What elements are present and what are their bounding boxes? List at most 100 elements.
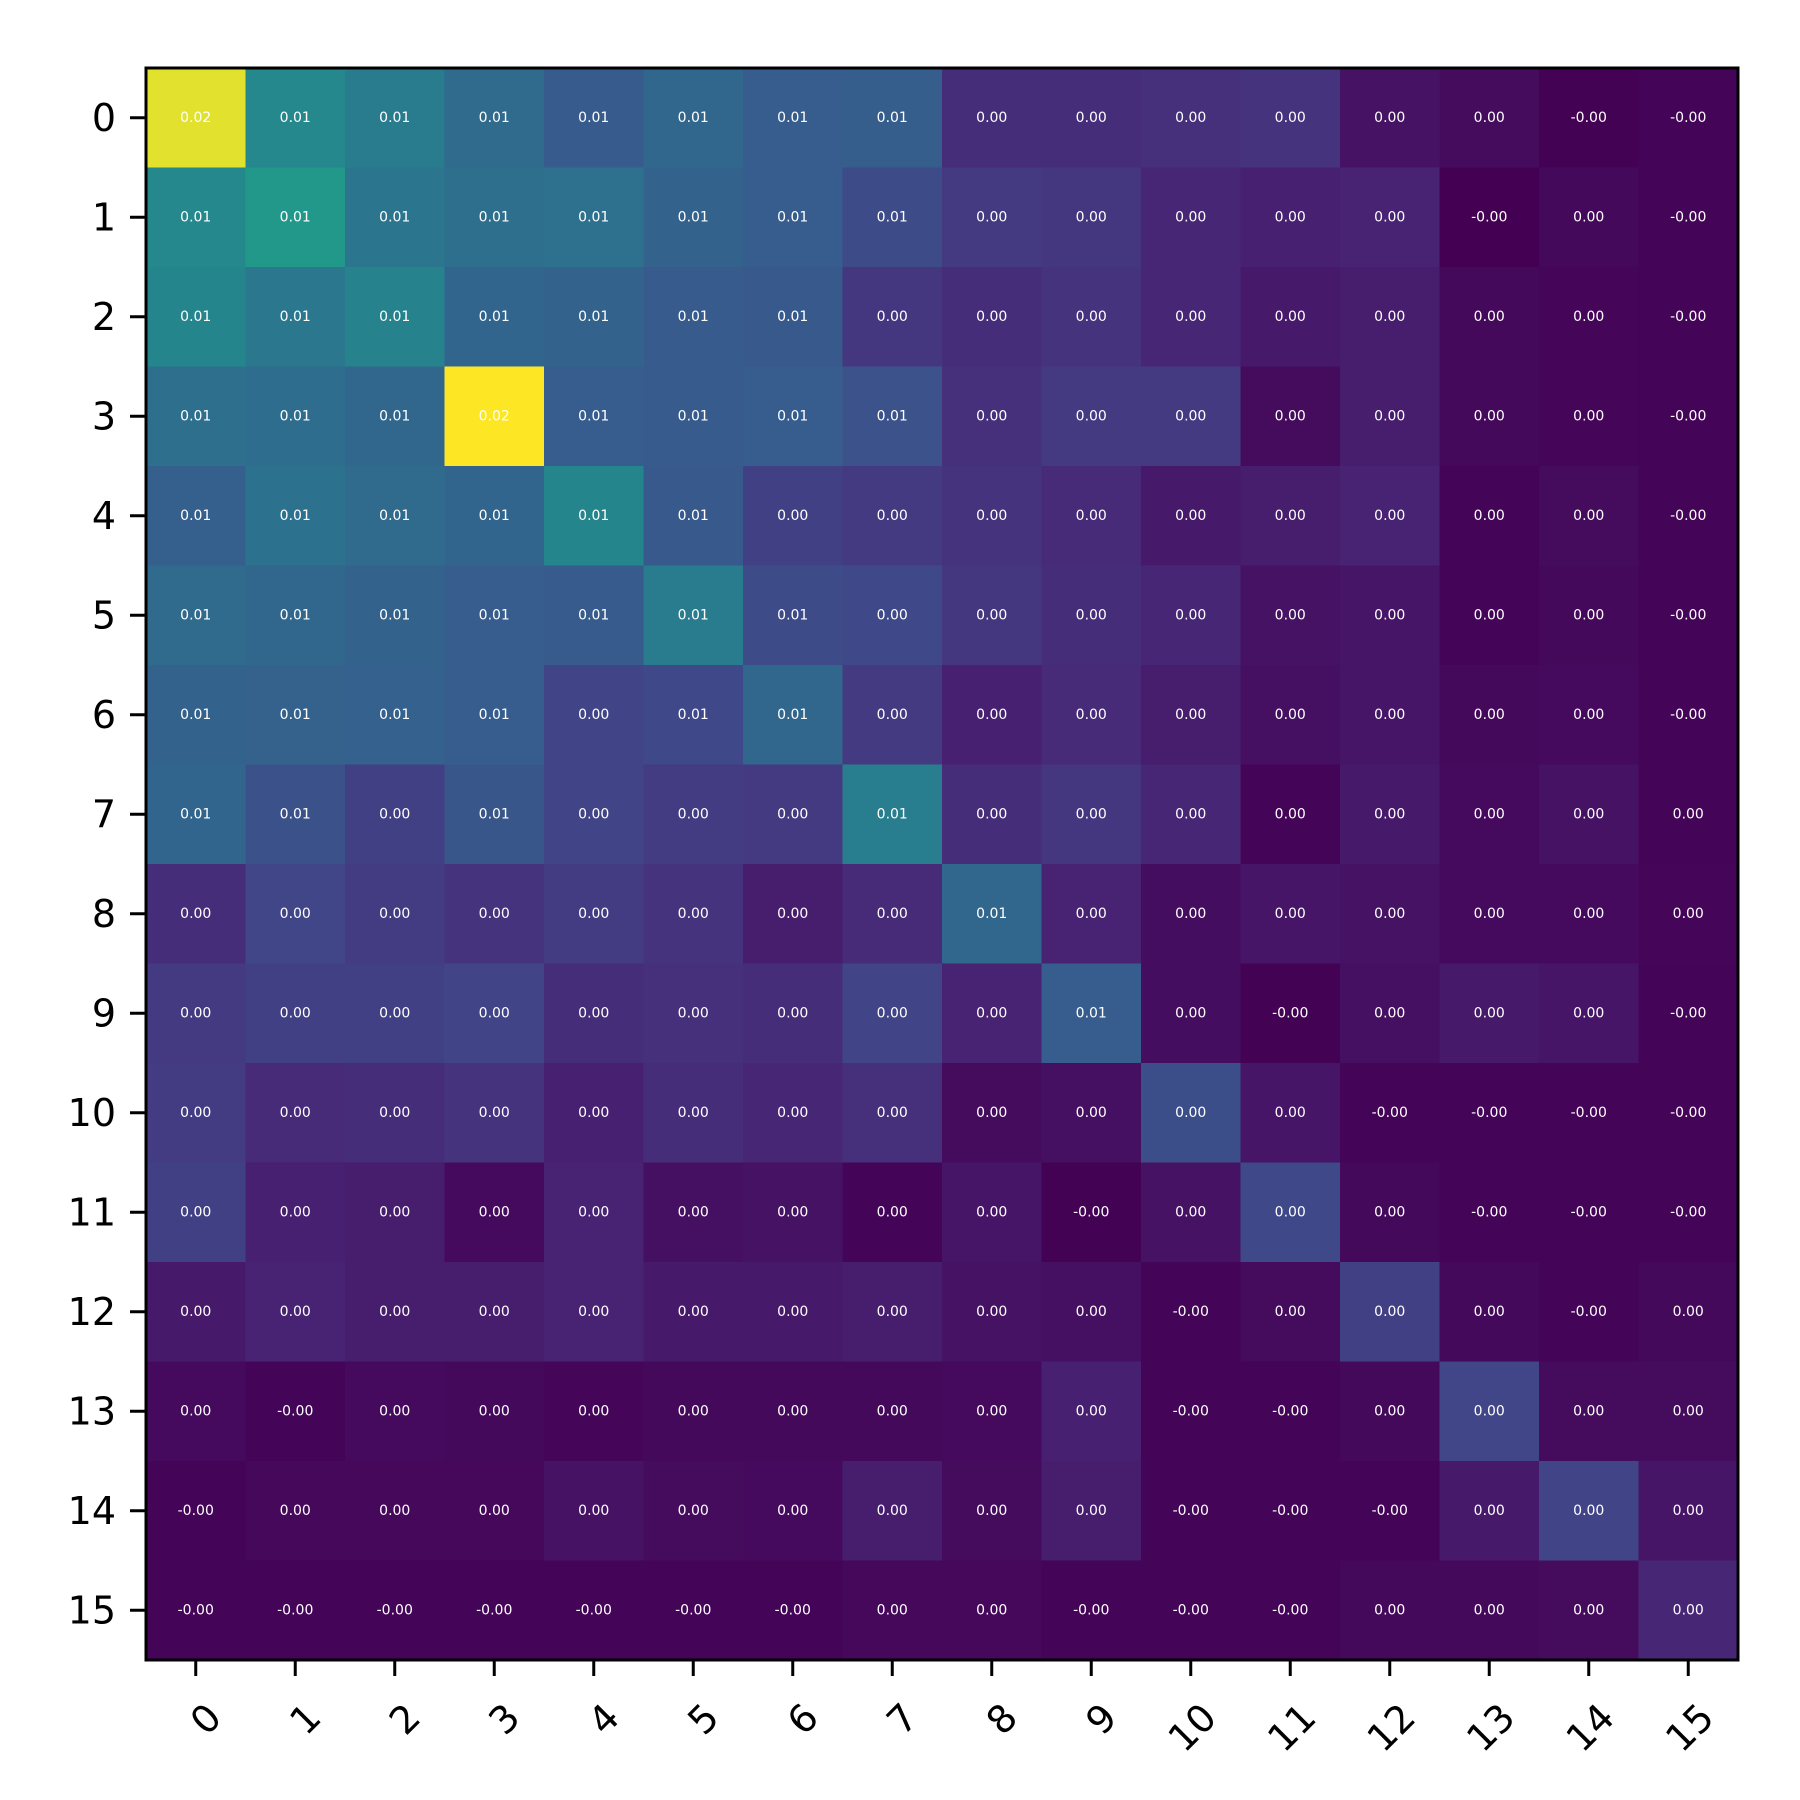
heatmap-cell-r12-c0 — [146, 1262, 247, 1363]
heatmap-cell-r1-c14 — [1539, 167, 1640, 268]
heatmap-cell-r3-c10 — [1141, 366, 1242, 467]
cell-value-label: -0.00 — [1670, 1204, 1706, 1220]
cell-value-label: 0.01 — [678, 508, 709, 524]
cell-value-label: 0.00 — [280, 1304, 311, 1320]
cell-value-label: 0.00 — [1076, 906, 1107, 922]
heatmap-cell-r1-c3 — [444, 167, 545, 268]
heatmap-cell-r6-c6 — [743, 665, 844, 766]
heatmap-cell-r9-c14 — [1539, 963, 1640, 1064]
heatmap-cell-r15-c11 — [1240, 1560, 1341, 1661]
cell-value-label: 0.00 — [1474, 508, 1505, 524]
cell-value-label: 0.00 — [1374, 1005, 1405, 1021]
heatmap-cell-r1-c11 — [1240, 167, 1341, 268]
heatmap-cell-r15-c7 — [842, 1560, 943, 1661]
cell-value-label: 0.01 — [578, 408, 609, 424]
heatmap-cell-r14-c6 — [743, 1461, 844, 1562]
cell-value-label: 0.00 — [1474, 1005, 1505, 1021]
cell-value-label: 0.01 — [877, 110, 908, 126]
heatmap-cell-r13-c6 — [743, 1361, 844, 1462]
heatmap-cell-r5-c14 — [1539, 565, 1640, 666]
heatmap-cell-r9-c0 — [146, 963, 247, 1064]
cell-value-label: -0.00 — [1571, 1304, 1607, 1320]
heatmap-cell-r12-c10 — [1141, 1262, 1242, 1363]
cell-value-label: 0.00 — [1275, 806, 1306, 822]
cell-value-label: 0.00 — [976, 806, 1007, 822]
x-tick-label: 12 — [1359, 1695, 1424, 1760]
cell-value-label: -0.00 — [476, 1602, 512, 1618]
heatmap-cell-r3-c0 — [146, 366, 247, 467]
cell-value-label: 0.01 — [379, 607, 410, 623]
heatmap-cell-r8-c11 — [1240, 864, 1341, 965]
heatmap-cell-r14-c11 — [1240, 1461, 1341, 1562]
cell-value-label: 0.00 — [1474, 1503, 1505, 1519]
heatmap-cell-r3-c9 — [1041, 366, 1142, 467]
heatmap-cell-r10-c11 — [1240, 1063, 1341, 1164]
cell-value-label: 0.00 — [877, 1602, 908, 1618]
heatmap-cell-r4-c1 — [245, 466, 346, 567]
cell-value-label: 0.01 — [280, 209, 311, 225]
heatmap-cell-r2-c9 — [1041, 267, 1142, 368]
cell-value-label: 0.01 — [180, 408, 211, 424]
heatmap-cell-r1-c4 — [544, 167, 645, 268]
cell-value-label: -0.00 — [1173, 1403, 1209, 1419]
heatmap-cell-r11-c2 — [345, 1162, 446, 1263]
x-tick-label: 10 — [1160, 1695, 1225, 1760]
heatmap-cell-r7-c1 — [245, 764, 346, 865]
cell-value-label: 0.00 — [1573, 707, 1604, 723]
cell-value-label: -0.00 — [277, 1403, 313, 1419]
cell-value-label: 0.00 — [379, 1105, 410, 1121]
cell-value-label: 0.01 — [479, 707, 510, 723]
heatmap-cell-r15-c3 — [444, 1560, 545, 1661]
cell-value-label: -0.00 — [1073, 1602, 1109, 1618]
heatmap-cell-r13-c8 — [942, 1361, 1043, 1462]
heatmap-cell-r2-c10 — [1141, 267, 1242, 368]
cell-value-label: 0.00 — [1275, 508, 1306, 524]
heatmap-cell-r8-c12 — [1340, 864, 1441, 965]
cell-value-label: -0.00 — [1272, 1602, 1308, 1618]
cell-value-label: 0.00 — [976, 1204, 1007, 1220]
cell-value-label: 0.00 — [1076, 110, 1107, 126]
heatmap-cell-r15-c15 — [1638, 1560, 1739, 1661]
cell-value-label: 0.00 — [479, 1105, 510, 1121]
heatmap-cell-r3-c6 — [743, 366, 844, 467]
cell-value-label: 0.01 — [678, 110, 709, 126]
cell-value-label: 0.00 — [877, 906, 908, 922]
heatmap-cell-r0-c0 — [146, 68, 247, 169]
heatmap-cell-r2-c14 — [1539, 267, 1640, 368]
heatmap-cell-r8-c4 — [544, 864, 645, 965]
heatmap-cell-r10-c14 — [1539, 1063, 1640, 1164]
heatmap-cell-r0-c15 — [1638, 68, 1739, 169]
heatmap-cell-r1-c1 — [245, 167, 346, 268]
heatmap-cells — [146, 68, 1739, 1661]
cell-value-label: -0.00 — [1372, 1105, 1408, 1121]
cell-value-label: 0.00 — [379, 906, 410, 922]
cell-value-label: 0.00 — [976, 607, 1007, 623]
heatmap-cell-r5-c11 — [1240, 565, 1341, 666]
heatmap-cell-r2-c13 — [1439, 267, 1540, 368]
cell-value-label: 0.00 — [1474, 906, 1505, 922]
cell-value-label: 0.00 — [578, 1005, 609, 1021]
cell-value-label: 0.00 — [479, 1204, 510, 1220]
heatmap-cell-r14-c0 — [146, 1461, 247, 1562]
cell-value-label: 0.01 — [379, 408, 410, 424]
cell-value-label: 0.00 — [379, 1403, 410, 1419]
y-tick-label: 10 — [68, 1091, 116, 1135]
cell-value-label: 0.00 — [678, 1005, 709, 1021]
cell-value-label: 0.01 — [280, 408, 311, 424]
heatmap-cell-r3-c5 — [643, 366, 744, 467]
cell-value-label: 0.00 — [1175, 1204, 1206, 1220]
cell-value-label: 0.01 — [379, 508, 410, 524]
x-tick-label: 8 — [978, 1695, 1026, 1743]
heatmap-cell-labels: 0.02 0.01 0.01 0.01 0.01 0.01 0.01 0.01 0.00 0.00… — [178, 110, 1707, 1619]
heatmap-cell-r12-c2 — [345, 1262, 446, 1363]
heatmap-cell-r10-c1 — [245, 1063, 346, 1164]
heatmap-cell-r13-c12 — [1340, 1361, 1441, 1462]
heatmap-cell-r1-c13 — [1439, 167, 1540, 268]
cell-value-label: -0.00 — [1073, 1204, 1109, 1220]
heatmap-cell-r11-c14 — [1539, 1162, 1640, 1263]
heatmap-cell-r11-c15 — [1638, 1162, 1739, 1263]
cell-value-label: -0.00 — [675, 1602, 711, 1618]
cell-value-label: 0.01 — [678, 607, 709, 623]
heatmap-cell-r9-c7 — [842, 963, 943, 1064]
heatmap-cell-r3-c15 — [1638, 366, 1739, 467]
